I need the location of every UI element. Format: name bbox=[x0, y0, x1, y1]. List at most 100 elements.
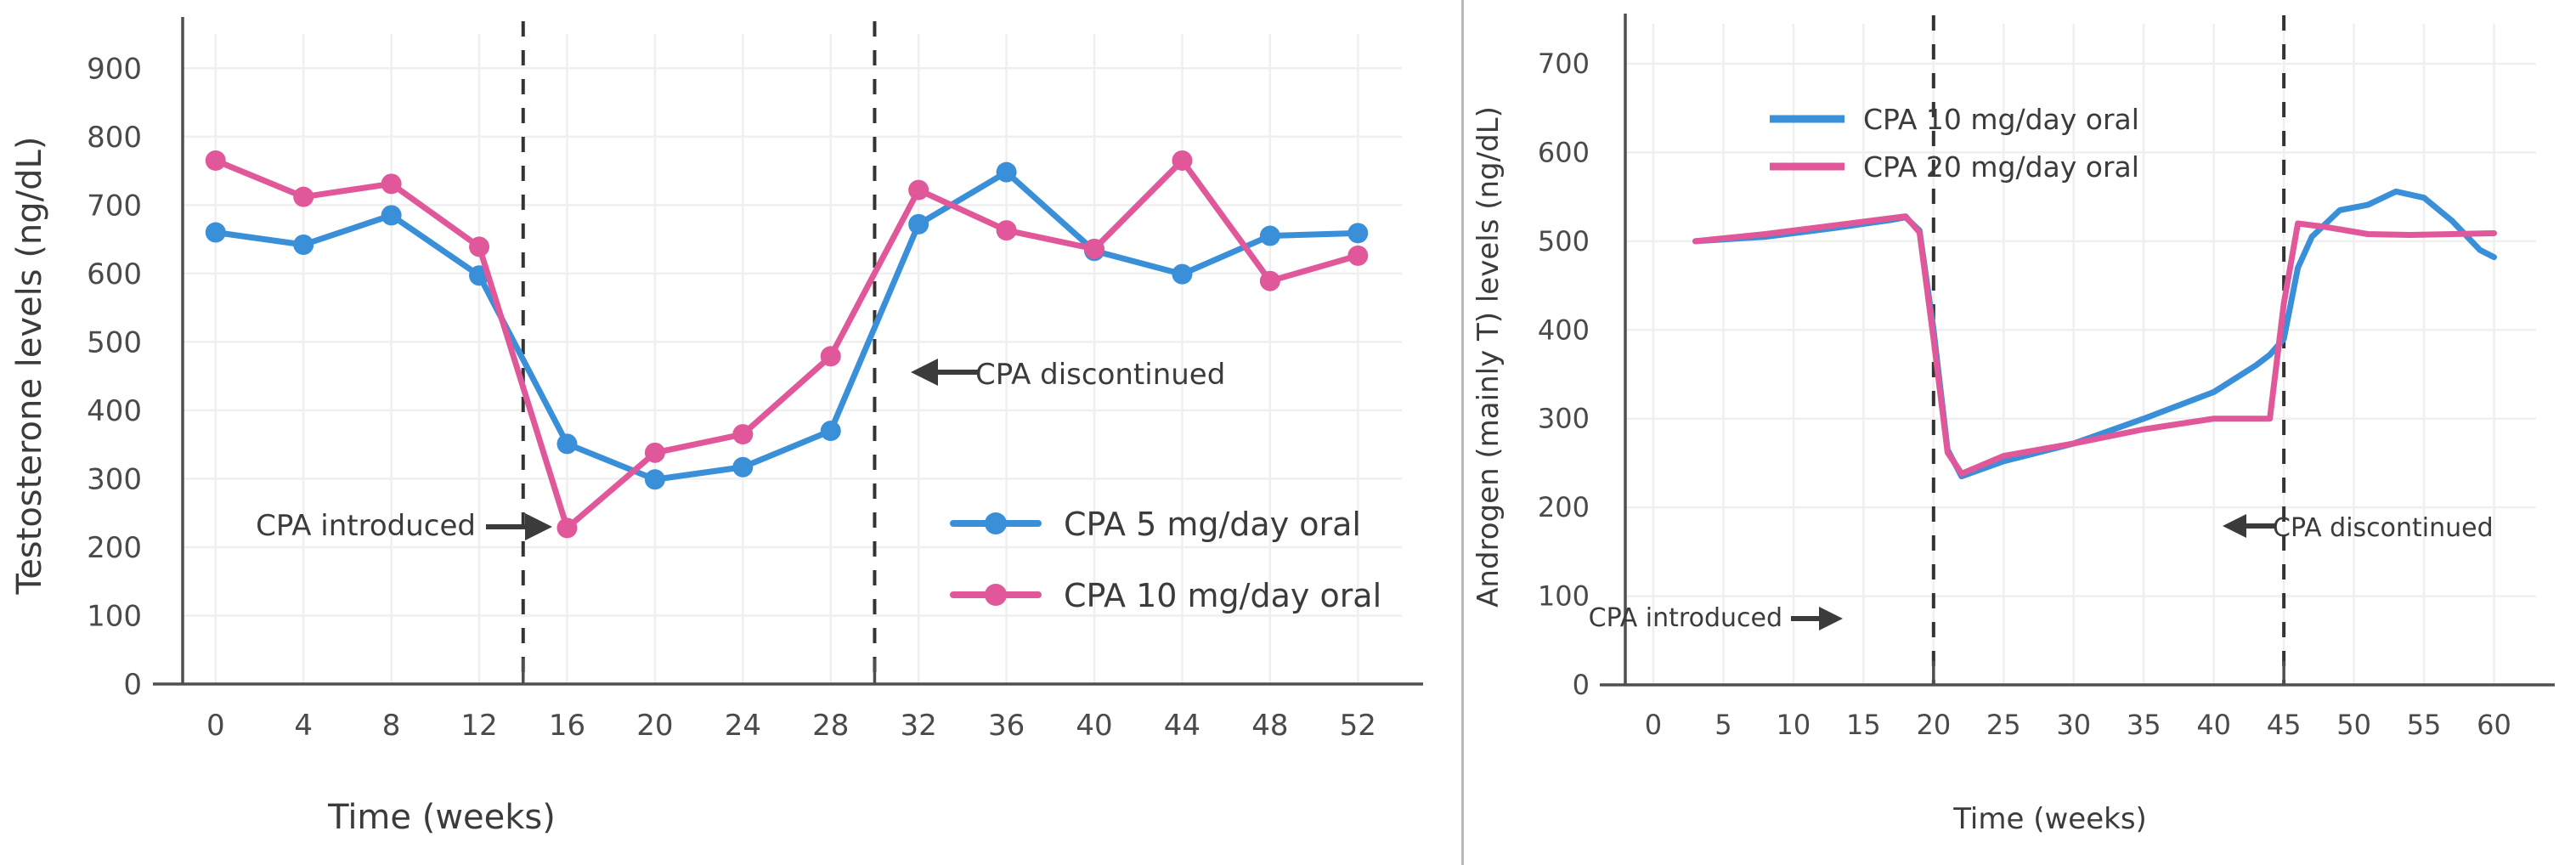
left-annotation-cpa-discontinued: CPA discontinued bbox=[911, 358, 1225, 392]
right-annotation-introduced-label: CPA introduced bbox=[1589, 603, 1782, 633]
left-datapoint-1-12 bbox=[1259, 270, 1280, 291]
left-datapoint-0-11 bbox=[1172, 263, 1193, 285]
right-tick-labels: 0 100 200 300 400 500 600 700 0 5 10 15 20 25 30 35 40 45… bbox=[1538, 48, 2511, 741]
left-legend-label-1: CPA 10 mg/day oral bbox=[1064, 577, 1381, 614]
left-datapoint-1-0 bbox=[205, 150, 226, 171]
left-y-axis-title: Testosterone levels (ng/dL) bbox=[10, 137, 49, 596]
left-datapoint-1-7 bbox=[820, 346, 841, 367]
right-axes bbox=[1600, 14, 2555, 687]
left-ytick-label: 400 bbox=[87, 394, 142, 428]
right-xtick-label: 60 bbox=[2477, 709, 2511, 741]
right-legend: CPA 10 mg/day oral CPA 20 mg/day oral bbox=[1770, 103, 2139, 184]
left-datapoint-0-13 bbox=[1347, 223, 1369, 244]
right-xtick-label: 15 bbox=[1846, 709, 1881, 741]
left-xtick-label: 44 bbox=[1164, 709, 1200, 743]
left-arrow-discontinued-head bbox=[911, 359, 938, 386]
right-xtick-label: 0 bbox=[1645, 709, 1662, 741]
left-datapoint-0-12 bbox=[1259, 225, 1280, 246]
left-datapoint-1-9 bbox=[996, 220, 1017, 241]
left-legend-item-0[interactable]: CPA 5 mg/day oral bbox=[950, 506, 1361, 543]
left-datapoint-0-2 bbox=[381, 205, 402, 226]
left-xtick-label: 20 bbox=[636, 709, 673, 743]
right-gridlines bbox=[1625, 24, 2536, 685]
left-datapoint-0-1 bbox=[293, 235, 314, 256]
left-xtick-label: 16 bbox=[549, 709, 585, 743]
right-series-lines bbox=[1692, 188, 2498, 480]
left-series-line-1 bbox=[212, 157, 1361, 531]
right-arrow-introduced-head bbox=[1819, 607, 1843, 630]
right-xtick-label: 45 bbox=[2267, 709, 2302, 741]
left-datapoint-1-4 bbox=[556, 517, 578, 539]
left-annotation-introduced-label: CPA introduced bbox=[256, 509, 476, 543]
left-datapoint-1-6 bbox=[732, 424, 754, 445]
left-datapoint-1-5 bbox=[644, 442, 665, 463]
left-axes bbox=[153, 17, 1423, 686]
left-ytick-label: 500 bbox=[87, 325, 142, 359]
left-datapoint-0-0 bbox=[205, 222, 226, 243]
right-ytick-label: 0 bbox=[1573, 669, 1590, 701]
panel-divider bbox=[1461, 0, 1464, 865]
left-series-lines bbox=[205, 150, 1369, 539]
left-xtick-label: 8 bbox=[382, 709, 401, 743]
right-annotation-cpa-discontinued: CPA discontinued bbox=[2223, 513, 2494, 543]
left-datapoint-1-1 bbox=[293, 186, 314, 207]
left-vertical-event-lines bbox=[521, 21, 877, 684]
right-xtick-label: 55 bbox=[2407, 709, 2442, 741]
left-xtick-label: 4 bbox=[294, 709, 313, 743]
left-datapoint-1-8 bbox=[908, 179, 929, 201]
right-arrow-discontinued-head bbox=[2223, 514, 2246, 538]
left-ytick-label: 600 bbox=[87, 257, 142, 291]
left-datapoint-0-5 bbox=[644, 469, 665, 490]
left-series-line-0 bbox=[212, 169, 1361, 483]
left-xtick-label: 28 bbox=[812, 709, 849, 743]
left-xtick-label: 36 bbox=[988, 709, 1025, 743]
right-x-axis-title: Time (weeks) bbox=[1952, 802, 2147, 836]
left-ytick-label: 700 bbox=[87, 189, 142, 223]
chart-panel-right: 0 100 200 300 400 500 600 700 0 5 10 15 20 25 30 35 40 45… bbox=[1464, 0, 2576, 865]
left-gridlines bbox=[183, 34, 1402, 684]
left-ytick-label: 300 bbox=[87, 462, 142, 496]
left-datapoint-1-3 bbox=[469, 236, 490, 257]
right-ytick-label: 600 bbox=[1538, 136, 1590, 168]
right-legend-item-0[interactable]: CPA 10 mg/day oral bbox=[1770, 103, 2139, 136]
left-datapoint-0-6 bbox=[732, 456, 754, 478]
left-datapoint-1-2 bbox=[381, 173, 402, 195]
right-y-axis-title: Androgen (mainly T) levels (ng/dL) bbox=[1472, 106, 1505, 608]
left-xtick-label: 32 bbox=[901, 709, 937, 743]
left-legend-item-1[interactable]: CPA 10 mg/day oral bbox=[950, 577, 1381, 614]
chart-panel-left: 0 100 200 300 400 500 600 700 800 900 0 4 8 12 16 20 24 2… bbox=[10, 17, 1423, 837]
right-xtick-label: 35 bbox=[2127, 709, 2161, 741]
left-ytick-label: 900 bbox=[87, 52, 142, 86]
right-legend-item-1[interactable]: CPA 20 mg/day oral bbox=[1770, 150, 2139, 184]
left-arrow-introduced-head bbox=[525, 513, 552, 540]
right-xtick-label: 20 bbox=[1916, 709, 1951, 741]
right-xtick-label: 50 bbox=[2336, 709, 2371, 741]
left-ytick-label: 800 bbox=[87, 121, 142, 155]
left-legend-label-0: CPA 5 mg/day oral bbox=[1064, 506, 1361, 543]
left-legend-marker-0 bbox=[985, 512, 1007, 534]
left-datapoint-0-8 bbox=[908, 213, 929, 235]
left-ytick-label: 100 bbox=[87, 599, 142, 633]
left-datapoint-1-13 bbox=[1347, 245, 1369, 266]
right-xtick-label: 10 bbox=[1777, 709, 1811, 741]
right-xtick-label: 25 bbox=[1986, 709, 2021, 741]
right-legend-label-1: CPA 20 mg/day oral bbox=[1863, 150, 2139, 184]
right-xtick-label: 40 bbox=[2196, 709, 2231, 741]
right-ytick-label: 400 bbox=[1538, 314, 1590, 346]
right-chart-svg: 0 100 200 300 400 500 600 700 0 5 10 15 20 25 30 35 40 45… bbox=[1472, 14, 2555, 836]
right-ytick-label: 500 bbox=[1538, 225, 1590, 257]
left-x-axis-title: Time (weeks) bbox=[327, 798, 556, 837]
right-legend-label-0: CPA 10 mg/day oral bbox=[1863, 103, 2139, 136]
left-annotation-cpa-introduced: CPA introduced bbox=[256, 509, 552, 543]
left-ytick-label: 200 bbox=[87, 531, 142, 565]
left-datapoint-1-10 bbox=[1084, 238, 1105, 259]
right-vertical-event-lines bbox=[1931, 15, 2286, 685]
right-series-line-1 bbox=[1692, 213, 2498, 477]
left-datapoint-0-4 bbox=[556, 433, 578, 455]
left-legend: CPA 5 mg/day oral CPA 10 mg/day oral bbox=[950, 506, 1381, 614]
right-xtick-label: 30 bbox=[2056, 709, 2091, 741]
left-ytick-label: 0 bbox=[123, 668, 142, 702]
